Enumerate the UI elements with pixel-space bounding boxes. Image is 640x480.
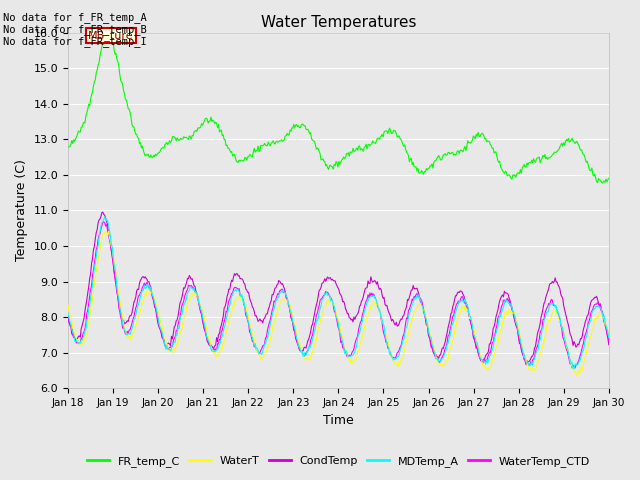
Text: No data for f_FR_temp_B: No data for f_FR_temp_B bbox=[3, 24, 147, 35]
Text: MB_ture: MB_ture bbox=[88, 30, 134, 41]
X-axis label: Time: Time bbox=[323, 414, 354, 427]
Title: Water Temperatures: Water Temperatures bbox=[260, 15, 416, 30]
Text: No data for f_FR_temp_A: No data for f_FR_temp_A bbox=[3, 12, 147, 23]
Text: No data for f_FR_temp_I: No data for f_FR_temp_I bbox=[3, 36, 147, 47]
Y-axis label: Temperature (C): Temperature (C) bbox=[15, 159, 28, 262]
Legend: FR_temp_C, WaterT, CondTemp, MDTemp_A, WaterTemp_CTD: FR_temp_C, WaterT, CondTemp, MDTemp_A, W… bbox=[82, 452, 595, 472]
